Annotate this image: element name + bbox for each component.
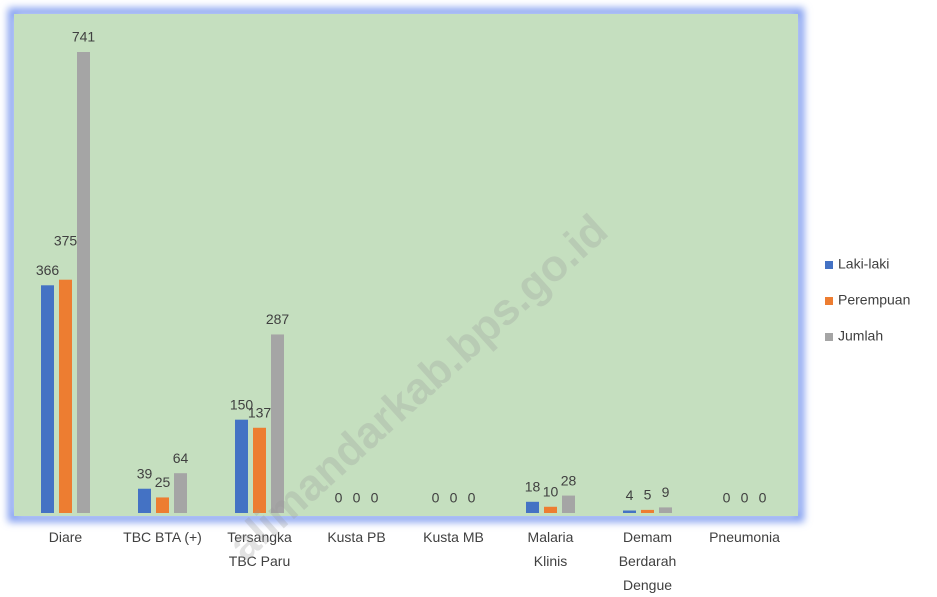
data-label: 137 [248,404,272,420]
bar [271,334,284,513]
bar [623,510,636,513]
data-label: 0 [353,490,361,506]
bar [156,497,169,513]
x-tick-label: Kusta PB [327,529,385,545]
bar [544,506,557,513]
bar [526,501,539,513]
data-label: 25 [155,474,171,490]
plot-glow [8,8,804,522]
x-tick-label: Malaria Klinis [528,529,574,569]
data-label: 287 [266,311,290,327]
data-label: 366 [36,262,60,278]
legend-swatch [825,261,833,269]
data-label: 0 [450,490,458,506]
data-label: 0 [468,490,476,506]
x-tick-label: TBC BTA (+) [123,529,202,545]
legend-swatch [825,333,833,341]
bar [77,52,90,513]
data-label: 150 [230,396,254,412]
bar [174,473,187,513]
data-label: 375 [54,232,78,248]
bar [641,509,654,513]
legend-label: Laki-laki [838,256,889,272]
data-label: 0 [432,490,440,506]
data-label: 64 [173,450,189,466]
bar [41,285,54,513]
bar [59,279,72,513]
data-label: 39 [137,465,153,481]
x-tick-label: Kusta MB [423,529,484,545]
data-label: 0 [759,490,767,506]
bar [253,427,266,513]
bar [659,507,672,513]
x-tick-label: Demam Berdarah Dengue [619,529,677,593]
x-tick-label: Pneumonia [709,529,780,545]
data-label: 5 [644,487,652,503]
data-label: 0 [741,490,749,506]
data-label: 18 [525,479,541,495]
x-tick-label: Tersangka TBC Paru [227,529,292,569]
legend-label: Perempuan [838,292,910,308]
data-label: 9 [662,484,670,500]
x-tick-label: Diare [49,529,83,545]
legend-swatch [825,297,833,305]
data-label: 10 [543,483,559,499]
legend-label: Jumlah [838,328,883,344]
data-label: 741 [72,29,96,45]
data-label: 28 [561,472,577,488]
data-label: 0 [371,490,379,506]
bar [138,488,151,513]
plot-area [14,14,798,516]
bar [562,495,575,513]
data-label: 4 [626,487,634,503]
bar [235,419,248,513]
data-label: 0 [335,490,343,506]
data-label: 0 [723,490,731,506]
